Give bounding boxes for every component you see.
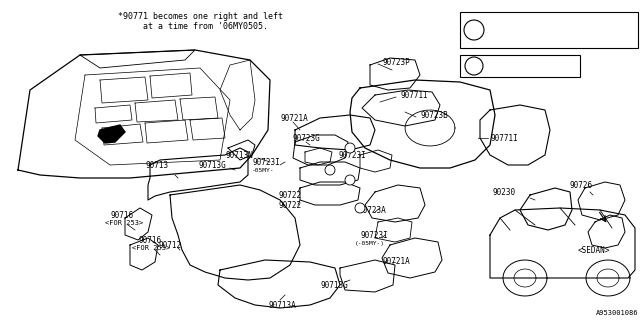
Circle shape: [345, 175, 355, 185]
Text: 90721A: 90721A: [382, 258, 410, 267]
Text: -05MY-: -05MY-: [252, 167, 275, 172]
Text: ②: ②: [471, 60, 477, 70]
Text: 90726: 90726: [570, 180, 593, 189]
Text: at a time from '06MY0505.: at a time from '06MY0505.: [132, 22, 268, 31]
Text: <FOR 253>: <FOR 253>: [132, 245, 170, 251]
Bar: [460, 12, 638, 48]
Circle shape: [465, 57, 483, 75]
Text: <FOR 253>: <FOR 253>: [105, 220, 143, 226]
Text: 90771I: 90771I: [400, 91, 428, 100]
Text: 90716: 90716: [110, 211, 133, 220]
Text: 90771I: 90771I: [490, 133, 518, 142]
Text: 90723I: 90723I: [360, 230, 388, 239]
Text: 90713G: 90713G: [198, 161, 226, 170]
Text: A953001086: A953001086: [595, 310, 638, 316]
Text: ②: ②: [358, 205, 362, 211]
Text: 90723I: 90723I: [252, 157, 280, 166]
Text: 90230: 90230: [492, 188, 515, 196]
Text: ①: ①: [471, 24, 477, 34]
Text: 90722: 90722: [278, 201, 301, 210]
Text: 90723P: 90723P: [382, 58, 410, 67]
Text: 90721A: 90721A: [280, 114, 308, 123]
Text: 90713N: 90713N: [491, 35, 519, 44]
Text: 90722: 90722: [278, 190, 301, 199]
Text: (-05MY-): (-05MY-): [355, 241, 385, 245]
Text: 90723G: 90723G: [292, 133, 320, 142]
Circle shape: [345, 143, 355, 153]
Text: 90712: 90712: [158, 241, 181, 250]
Polygon shape: [98, 125, 125, 143]
Circle shape: [325, 165, 335, 175]
Text: 90723B: 90723B: [420, 110, 448, 119]
Circle shape: [355, 203, 365, 213]
Circle shape: [464, 20, 484, 40]
Text: ②: ②: [328, 167, 332, 172]
Text: 90713G: 90713G: [320, 281, 348, 290]
Text: (A0505-): (A0505-): [553, 35, 590, 44]
Text: (-A0505): (-A0505): [553, 17, 590, 26]
Text: 90713A: 90713A: [268, 300, 296, 309]
Text: ②: ②: [348, 146, 353, 150]
Text: 90716: 90716: [138, 236, 161, 244]
Text: 90713J: 90713J: [491, 17, 519, 26]
Text: 90713N: 90713N: [225, 150, 253, 159]
Text: <SEDAN>: <SEDAN>: [578, 245, 611, 254]
Text: *90771 becomes one right and left: *90771 becomes one right and left: [118, 12, 282, 21]
Bar: [460, 55, 580, 77]
Text: ②: ②: [348, 178, 353, 182]
Text: 90723A: 90723A: [358, 205, 386, 214]
Text: 90713: 90713: [145, 161, 168, 170]
Text: 90723I: 90723I: [338, 150, 365, 159]
Text: *90771: *90771: [492, 61, 520, 70]
